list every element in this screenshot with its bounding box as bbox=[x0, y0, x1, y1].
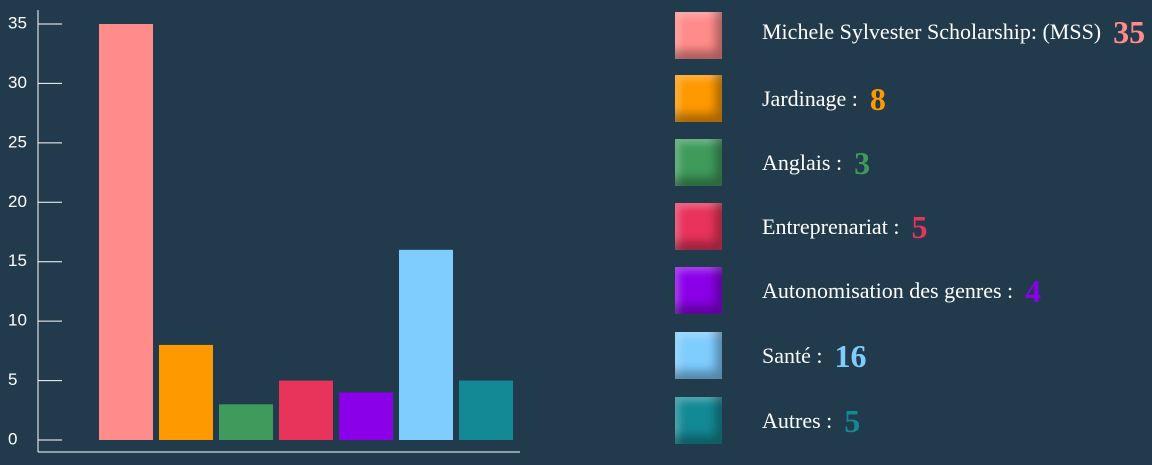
y-tick-label: 15 bbox=[8, 251, 27, 270]
legend-swatch bbox=[675, 139, 722, 186]
bar bbox=[159, 344, 213, 440]
legend-item: Anglais : 3 bbox=[675, 139, 870, 186]
bar bbox=[279, 380, 333, 440]
y-tick-label: 0 bbox=[8, 429, 17, 448]
y-tick-label: 35 bbox=[8, 13, 27, 32]
y-tick-label: 30 bbox=[8, 73, 27, 92]
legend-item: Santé : 16 bbox=[675, 332, 867, 379]
bar bbox=[459, 380, 513, 440]
legend-value: 8 bbox=[869, 80, 886, 117]
y-tick-label: 20 bbox=[8, 192, 27, 211]
y-tick-label: 5 bbox=[8, 370, 17, 389]
legend-value: 4 bbox=[1025, 272, 1042, 309]
legend-value: 16 bbox=[834, 337, 867, 374]
bar bbox=[399, 249, 453, 440]
legend-value: 3 bbox=[854, 144, 871, 181]
legend-swatch bbox=[675, 267, 722, 314]
bar bbox=[99, 24, 153, 440]
legend-item: Michele Sylvester Scholarship: (MSS) 35 bbox=[675, 12, 1145, 59]
y-tick-label: 25 bbox=[8, 132, 27, 151]
bar bbox=[219, 404, 273, 440]
legend-label: Michele Sylvester Scholarship: (MSS) bbox=[762, 19, 1102, 44]
bar bbox=[339, 392, 393, 440]
legend-label: Jardinage : bbox=[762, 85, 858, 111]
legend-value: 5 bbox=[911, 208, 928, 245]
legend-label: Autres : bbox=[762, 407, 833, 433]
legend-label: Entreprenariat : bbox=[762, 213, 900, 239]
legend-label: Santé : bbox=[762, 342, 823, 368]
legend-item: Autres : 5 bbox=[675, 397, 860, 444]
legend-item: Autonomisation des genres : 4 bbox=[675, 267, 1041, 314]
legend-value: 5 bbox=[844, 402, 861, 439]
y-tick-label: 10 bbox=[8, 311, 27, 330]
legend-item: Jardinage : 8 bbox=[675, 75, 886, 122]
legend-swatch bbox=[675, 203, 722, 250]
legend-swatch bbox=[675, 12, 722, 59]
legend-label: Anglais : bbox=[762, 149, 843, 175]
legend-swatch bbox=[675, 332, 722, 379]
legend-label: Autonomisation des genres : bbox=[762, 277, 1014, 303]
legend-swatch bbox=[675, 75, 722, 122]
legend-value: 35 bbox=[1113, 14, 1146, 50]
legend-item: Entreprenariat : 5 bbox=[675, 203, 927, 250]
legend-swatch bbox=[675, 397, 722, 444]
